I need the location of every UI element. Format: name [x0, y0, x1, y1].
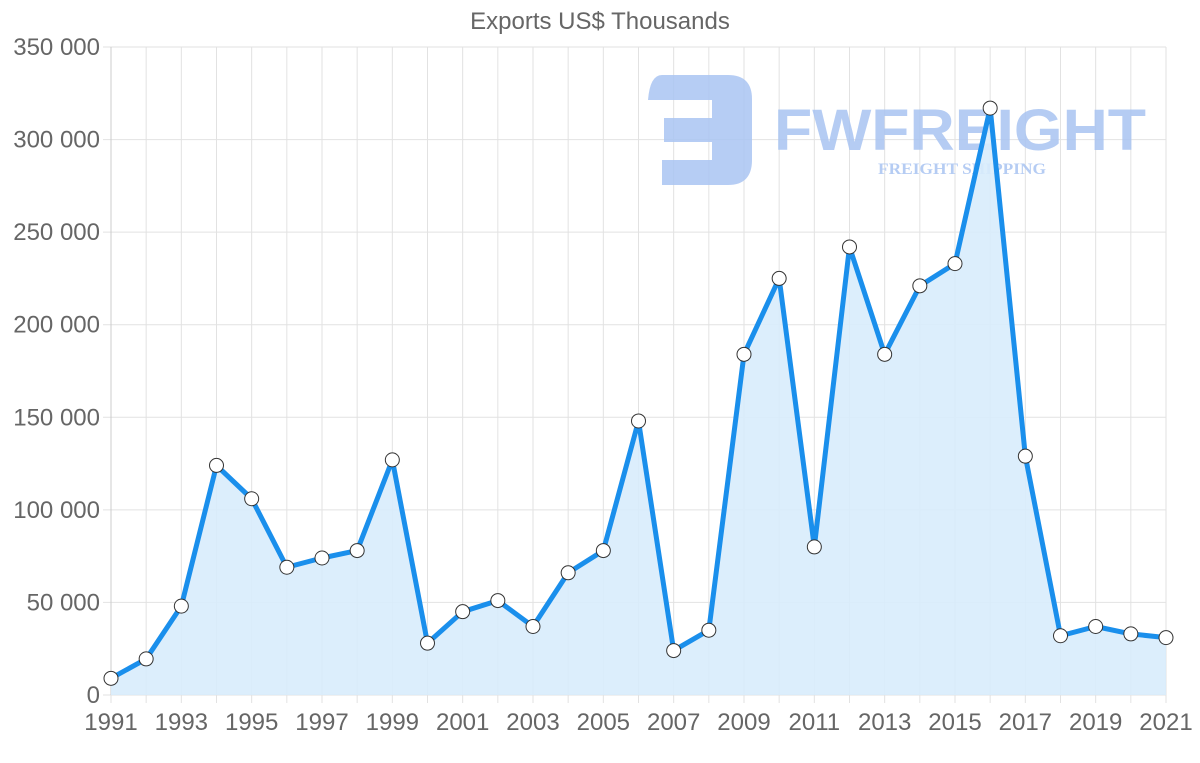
- x-tick-label: 2019: [1069, 709, 1122, 736]
- data-point-2017[interactable]: [1017, 448, 1033, 464]
- data-point-2013[interactable]: [877, 346, 893, 362]
- x-axis: 1991 1993 1995 1997 1999 2001 2003 2005 2007 2009…: [84, 709, 1192, 736]
- data-point-2008[interactable]: [701, 622, 717, 638]
- x-tick-label: 1995: [225, 709, 278, 736]
- data-points: [103, 100, 1174, 686]
- watermark-tagline: FREIGHT SHIPPING: [878, 161, 1047, 178]
- data-point-2007[interactable]: [666, 643, 682, 659]
- x-tick-label: 2015: [928, 709, 981, 736]
- x-tick-label: 2021: [1139, 709, 1192, 736]
- area-path: [111, 108, 1166, 695]
- x-tick-label: 2003: [506, 709, 559, 736]
- data-point-2005[interactable]: [595, 543, 611, 559]
- x-tick-label: 2001: [436, 709, 489, 736]
- data-point-1993[interactable]: [173, 598, 189, 614]
- data-point-2003[interactable]: [525, 618, 541, 634]
- y-tick-label: 50 000: [27, 589, 100, 616]
- y-tick-label: 200 000: [13, 312, 100, 339]
- y-tick-label: 100 000: [13, 497, 100, 524]
- data-point-2011[interactable]: [806, 539, 822, 555]
- y-tick-label: 150 000: [13, 404, 100, 431]
- data-point-2009[interactable]: [736, 346, 752, 362]
- data-point-2020[interactable]: [1123, 626, 1139, 642]
- data-point-2001[interactable]: [455, 604, 471, 620]
- y-axis: 0 50 000 100 000 150 000 200 000 250 000 300 0…: [13, 34, 100, 709]
- data-point-1994[interactable]: [209, 457, 224, 473]
- data-point-2010[interactable]: [771, 270, 787, 286]
- area-fill: [111, 108, 1166, 695]
- data-point-2004[interactable]: [560, 565, 576, 581]
- y-tick-label: 350 000: [13, 34, 100, 61]
- x-tick-label: 1999: [366, 709, 419, 736]
- data-point-1995[interactable]: [244, 491, 260, 507]
- data-point-1997[interactable]: [314, 550, 330, 566]
- data-point-1996[interactable]: [279, 559, 295, 575]
- x-tick-label: 1997: [295, 709, 348, 736]
- data-point-1991[interactable]: [103, 670, 119, 686]
- logo-mark-icon: [648, 75, 752, 185]
- x-tick-label: 2011: [789, 709, 841, 736]
- watermark-brand: FWFREIGHT: [774, 98, 1146, 163]
- watermark-logo: FWFREIGHT FREIGHT SHIPPING: [648, 75, 1146, 185]
- x-tick-label: 2017: [999, 709, 1052, 736]
- x-tick-label: 2005: [577, 709, 630, 736]
- data-point-2021[interactable]: [1158, 630, 1174, 646]
- data-point-2012[interactable]: [842, 239, 857, 255]
- chart-title: Exports US$ Thousands: [470, 8, 730, 35]
- data-point-2002[interactable]: [490, 593, 506, 609]
- data-point-2000[interactable]: [420, 635, 435, 651]
- data-point-1992[interactable]: [138, 651, 154, 667]
- data-point-1998[interactable]: [349, 543, 365, 559]
- data-point-2016[interactable]: [982, 100, 998, 116]
- x-tick-label: 2007: [647, 709, 700, 736]
- data-point-2014[interactable]: [912, 278, 928, 294]
- data-point-2019[interactable]: [1088, 618, 1104, 634]
- x-tick-label: 2013: [858, 709, 911, 736]
- data-point-2015[interactable]: [947, 256, 963, 272]
- data-point-1999[interactable]: [384, 452, 400, 468]
- data-point-2006[interactable]: [631, 413, 646, 429]
- y-tick-label: 300 000: [13, 127, 100, 154]
- y-tick-label: 250 000: [13, 219, 100, 246]
- data-point-2018[interactable]: [1053, 628, 1068, 644]
- x-tick-label: 2009: [717, 709, 770, 736]
- x-tick-label: 1993: [155, 709, 208, 736]
- y-tick-label: 0: [87, 682, 100, 709]
- x-tick-label: 1991: [84, 709, 137, 736]
